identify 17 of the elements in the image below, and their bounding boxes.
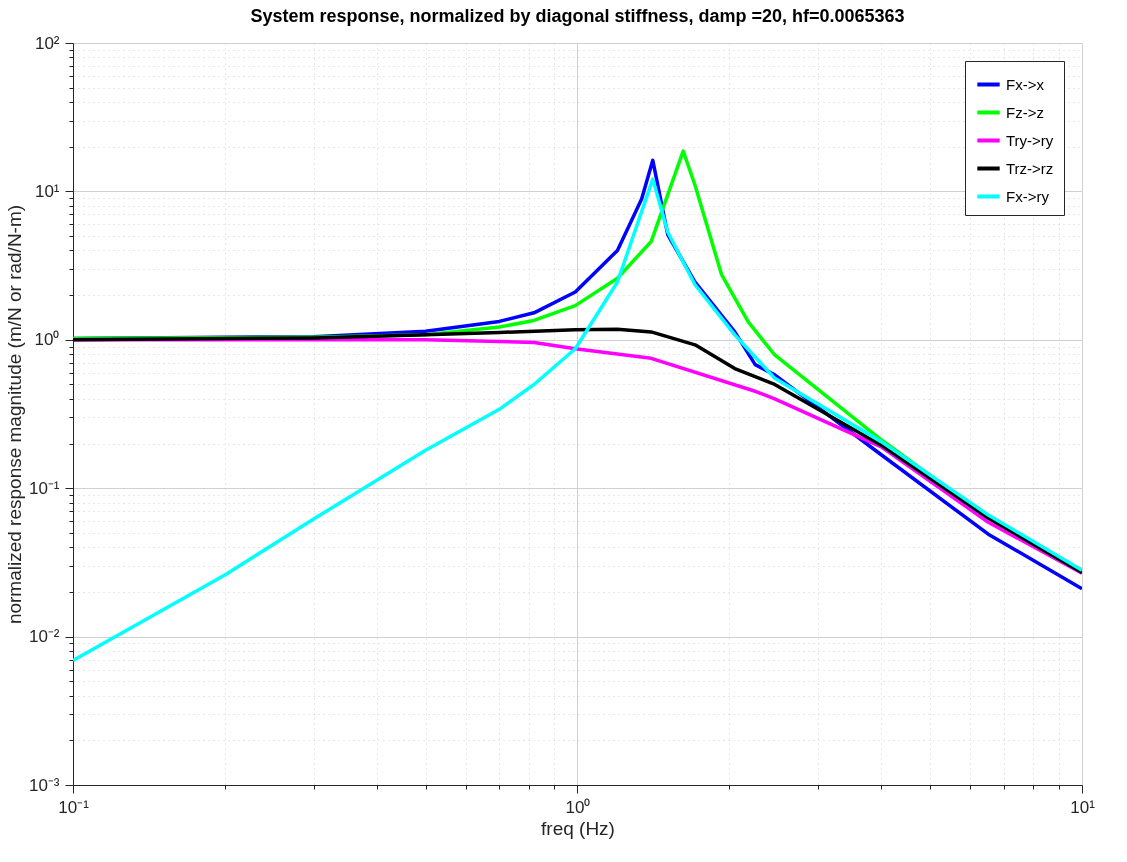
y-tick-label: 10⁻³ xyxy=(28,775,60,795)
x-tick-label: 10¹ xyxy=(1070,797,1096,817)
y-axis-title: normalized response magnitude (m/N or rad/N-m) xyxy=(3,204,25,625)
legend-label: Fz->z xyxy=(1006,103,1044,121)
y-tick-label: 10⁰ xyxy=(34,330,60,350)
x-tick-label: 10⁰ xyxy=(565,797,591,817)
x-tick-label: 10⁻¹ xyxy=(58,797,90,817)
legend-label: Fx->ry xyxy=(1006,187,1050,205)
chart-title: System response, normalized by diagonal stiffness, damp =20, hf=0.0065363 xyxy=(250,6,905,26)
legend-label: Fx->x xyxy=(1006,75,1045,93)
x-axis-title: freq (Hz) xyxy=(541,817,615,839)
legend-label: Trz->rz xyxy=(1006,159,1054,177)
y-tick-label: 10¹ xyxy=(34,181,60,201)
y-tick-label: 10⁻² xyxy=(28,627,60,647)
y-tick-label: 10² xyxy=(34,33,60,53)
legend-label: Try->ry xyxy=(1006,131,1054,149)
y-tick-label: 10⁻¹ xyxy=(28,478,60,498)
